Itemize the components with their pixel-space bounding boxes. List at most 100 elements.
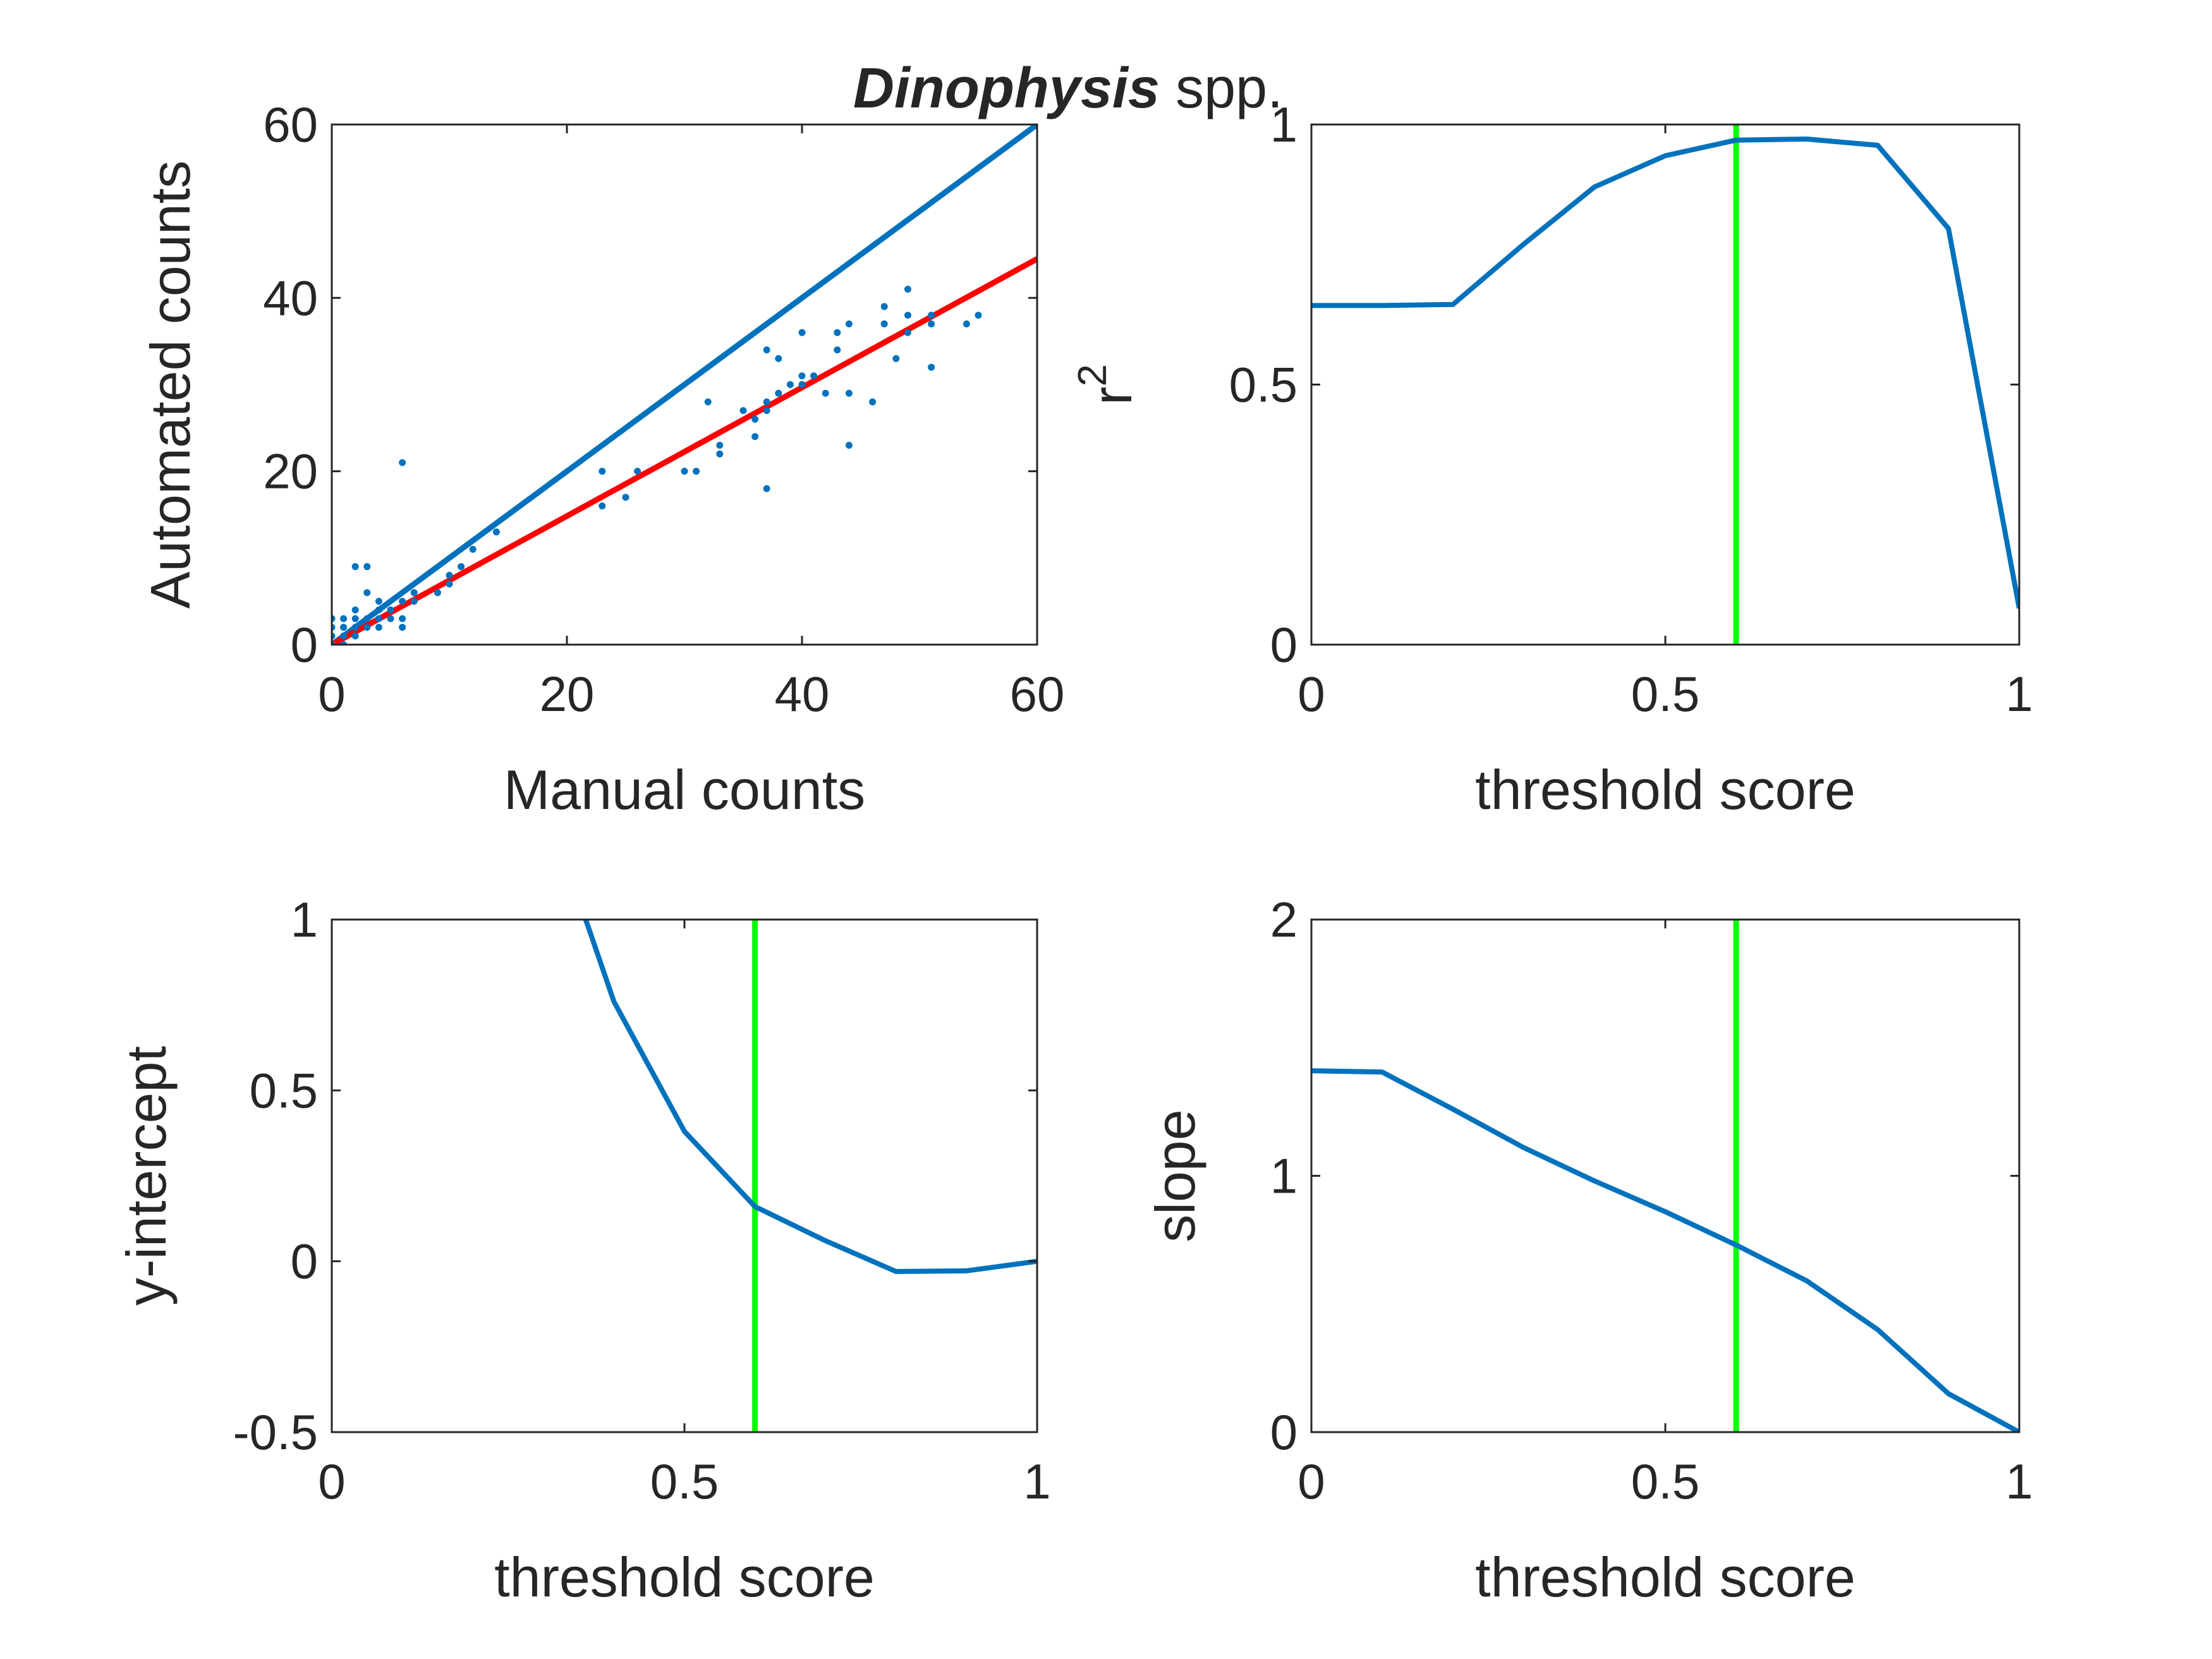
- y-tick-label: 0.5: [1229, 357, 1297, 413]
- plot-area: [332, 125, 1037, 645]
- y-axis-label: r2: [1069, 364, 1143, 405]
- scatter-point: [763, 407, 770, 415]
- x-tick-label: 60: [1010, 666, 1065, 722]
- scatter-point: [834, 329, 841, 336]
- y-tick-label: 60: [263, 97, 318, 152]
- y-tick-label: 0.5: [250, 1062, 318, 1118]
- scatter-point: [798, 372, 806, 380]
- scatter-point: [387, 615, 394, 623]
- y-tick-label: 40: [263, 270, 318, 325]
- axes-box: [331, 123, 1038, 646]
- scatter-point: [634, 468, 641, 475]
- one-to-one-line: [332, 125, 1037, 645]
- scatter-point: [904, 329, 911, 336]
- scatter-point: [387, 606, 394, 614]
- x-tick-label: 0: [1297, 1454, 1325, 1509]
- scatter-point: [446, 580, 453, 588]
- scatter-point: [351, 563, 359, 571]
- scatter-point: [375, 624, 382, 631]
- scatter-point: [822, 389, 829, 397]
- x-axis-label: threshold score: [494, 1546, 875, 1608]
- scatter-point: [410, 589, 418, 597]
- x-tick-label: 0: [1297, 666, 1325, 722]
- scatter-point: [340, 632, 348, 640]
- scatter-point: [469, 545, 477, 553]
- scatter-point: [434, 589, 441, 597]
- figure-title-rest: spp.: [1160, 57, 1283, 120]
- scatter-point: [786, 381, 794, 388]
- scatter-point: [928, 312, 935, 319]
- scatter-point: [363, 624, 371, 631]
- series-line: [1311, 1068, 2019, 1432]
- panel-scatter: 0 20 40 60 0 20 40 60 Manual counts Automated cou…: [139, 97, 1064, 821]
- y-tick-label: 1: [1270, 1148, 1297, 1204]
- x-axis-label: threshold score: [1475, 1546, 1856, 1608]
- scatter-point: [904, 312, 911, 319]
- scatter-point: [399, 459, 406, 466]
- scatter-point: [399, 624, 406, 631]
- scatter-point: [763, 398, 770, 406]
- y-axis-label: Automated counts: [139, 161, 202, 609]
- scatter-point: [693, 468, 700, 475]
- figure-title-italic: Dinophysis: [853, 57, 1160, 120]
- scatter-point: [798, 329, 806, 336]
- scatter-point: [751, 433, 759, 441]
- y-tick-label: 0: [1270, 617, 1297, 672]
- scatter-point: [810, 372, 818, 380]
- scatter-point: [704, 398, 712, 406]
- plot-area: [1311, 920, 2019, 1432]
- scatter-point: [363, 563, 371, 571]
- x-tick-label: 40: [775, 666, 830, 722]
- x-tick-label: 0.5: [1631, 1454, 1699, 1509]
- scatter-point: [775, 355, 782, 362]
- scatter-point: [458, 563, 465, 571]
- scatter-point: [363, 589, 371, 597]
- x-tick-label: 0: [318, 666, 345, 722]
- scatter-point: [716, 442, 724, 449]
- scatter-point: [351, 615, 359, 623]
- scatter-point: [892, 355, 900, 362]
- scatter-point: [351, 632, 359, 640]
- scatter-point: [775, 389, 782, 397]
- scatter-point: [599, 468, 606, 475]
- scatter-point: [928, 320, 935, 327]
- fit-line: [332, 256, 1037, 645]
- x-tick-label: 1: [2005, 666, 2033, 722]
- scatter-point: [798, 381, 806, 388]
- scatter-point: [681, 468, 688, 475]
- scatter-point: [763, 346, 770, 354]
- scatter-point: [716, 450, 724, 458]
- scatter-point: [845, 442, 853, 449]
- scatter-point: [869, 398, 877, 406]
- x-axis-label: threshold score: [1475, 758, 1856, 821]
- scatter-point: [340, 615, 348, 623]
- y-axis-label-superscript: 2: [1069, 364, 1115, 387]
- figure-title: Dinophysis spp.: [853, 57, 1283, 120]
- scatter-point: [904, 286, 911, 293]
- plot-area: [1311, 125, 2019, 645]
- scatter-point: [492, 528, 500, 536]
- y-tick-label: 20: [263, 444, 318, 499]
- scatter-point: [351, 606, 359, 614]
- scatter-point: [375, 597, 382, 605]
- scatter-point: [751, 415, 759, 423]
- scatter-point: [845, 389, 853, 397]
- scatter-point: [739, 407, 747, 415]
- y-tick-label: 1: [1270, 97, 1297, 152]
- x-tick-label: 0.5: [650, 1454, 719, 1509]
- y-axis-label: y-intercept: [115, 1046, 178, 1306]
- scatter-point: [622, 494, 629, 501]
- scatter-point: [375, 615, 382, 623]
- plot-area: [583, 920, 1037, 1432]
- y-tick-label: -0.5: [233, 1404, 318, 1460]
- scatter-point: [363, 615, 371, 623]
- scatter-point: [834, 346, 841, 354]
- scatter-point: [599, 502, 606, 510]
- x-tick-label: 20: [540, 666, 595, 722]
- scatter-point: [399, 615, 406, 623]
- y-axis-label-base: r: [1081, 387, 1143, 405]
- scatter-point: [446, 571, 453, 579]
- scatter-point: [375, 606, 382, 614]
